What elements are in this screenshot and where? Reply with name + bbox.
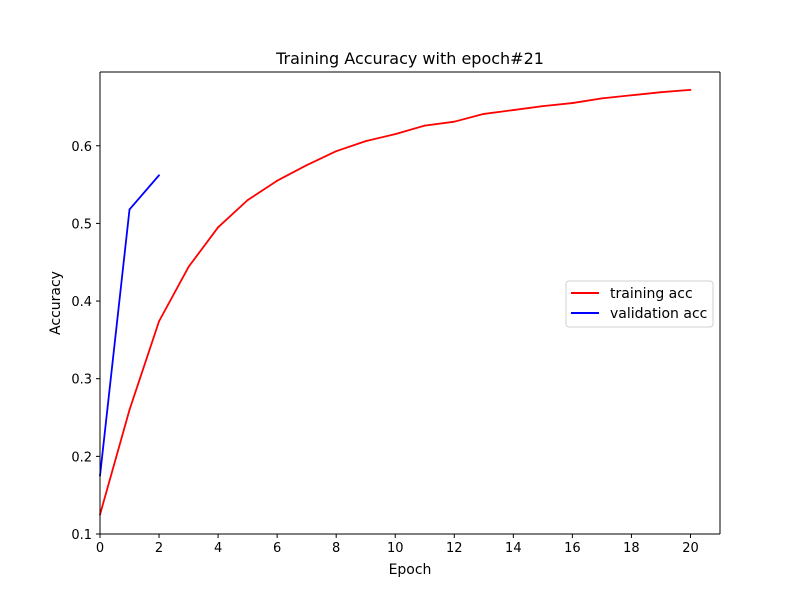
training-acc-line-point bbox=[276, 179, 279, 182]
legend: training acc validation acc bbox=[565, 280, 714, 328]
legend-box bbox=[565, 280, 714, 328]
y-tick-label: 0.5 bbox=[71, 217, 92, 232]
training-acc-line-point bbox=[571, 102, 574, 104]
training-acc-line-point bbox=[689, 88, 692, 91]
axes-layer bbox=[99, 71, 721, 535]
series-layer bbox=[99, 88, 692, 516]
x-tick-label: 4 bbox=[214, 541, 222, 556]
legend-label-validation: validation acc bbox=[610, 306, 707, 322]
x-tick-label: 12 bbox=[446, 541, 463, 556]
validation-acc-line-point bbox=[128, 208, 131, 211]
y-tick-label: 0.6 bbox=[71, 140, 92, 155]
y-tick-label: 0.3 bbox=[71, 373, 92, 388]
y-tick-label: 0.1 bbox=[71, 528, 92, 543]
x-tick-label: 6 bbox=[273, 541, 281, 556]
training-acc-line-point bbox=[305, 164, 308, 167]
ticks-layer: 0 2 4 6 8 10 12 14 16 18 20 0.1 0.2 0.3 0.4 0.5 0.6 bbox=[71, 140, 698, 556]
legend-label-training: training acc bbox=[610, 286, 693, 302]
y-axis-label: Accuracy bbox=[48, 271, 64, 335]
y-tick-label: 0.4 bbox=[71, 295, 92, 310]
validation-acc-line-point bbox=[158, 174, 160, 177]
training-acc-line-point bbox=[453, 120, 456, 123]
chart-title: Training Accuracy with epoch#21 bbox=[275, 49, 544, 68]
x-tick-label: 2 bbox=[155, 541, 163, 556]
x-tick-label: 10 bbox=[387, 541, 404, 556]
training-acc-line-point bbox=[246, 199, 249, 202]
legend-entry-training: training acc bbox=[571, 286, 693, 302]
training-acc-line-point bbox=[660, 91, 662, 94]
training-acc-line-point bbox=[630, 94, 633, 97]
training-acc-line-point bbox=[335, 150, 338, 153]
training-acc-line-point bbox=[187, 265, 190, 268]
training-acc-line-point bbox=[394, 133, 397, 136]
y-tick-label: 0.2 bbox=[71, 450, 92, 465]
x-tick-label: 0 bbox=[96, 541, 104, 556]
training-acc-line-point bbox=[512, 109, 515, 111]
x-tick-label: 16 bbox=[564, 541, 581, 556]
training-acc-line-point bbox=[423, 124, 426, 127]
training-acc-line-point bbox=[158, 320, 160, 323]
training-acc-line-point bbox=[541, 105, 544, 108]
legend-entry-validation: validation acc bbox=[571, 306, 707, 322]
training-acc-line-point bbox=[217, 226, 220, 229]
training-acc-line-point bbox=[601, 97, 603, 100]
x-tick-label: 18 bbox=[623, 541, 640, 556]
training-acc-line-point bbox=[128, 408, 131, 411]
x-tick-label: 20 bbox=[682, 541, 699, 556]
training-acc-line-point bbox=[364, 140, 367, 143]
training-acc-line-point bbox=[482, 113, 485, 115]
x-tick-label: 8 bbox=[332, 541, 340, 556]
x-axis-label: Epoch bbox=[389, 562, 432, 578]
x-tick-label: 14 bbox=[505, 541, 522, 556]
